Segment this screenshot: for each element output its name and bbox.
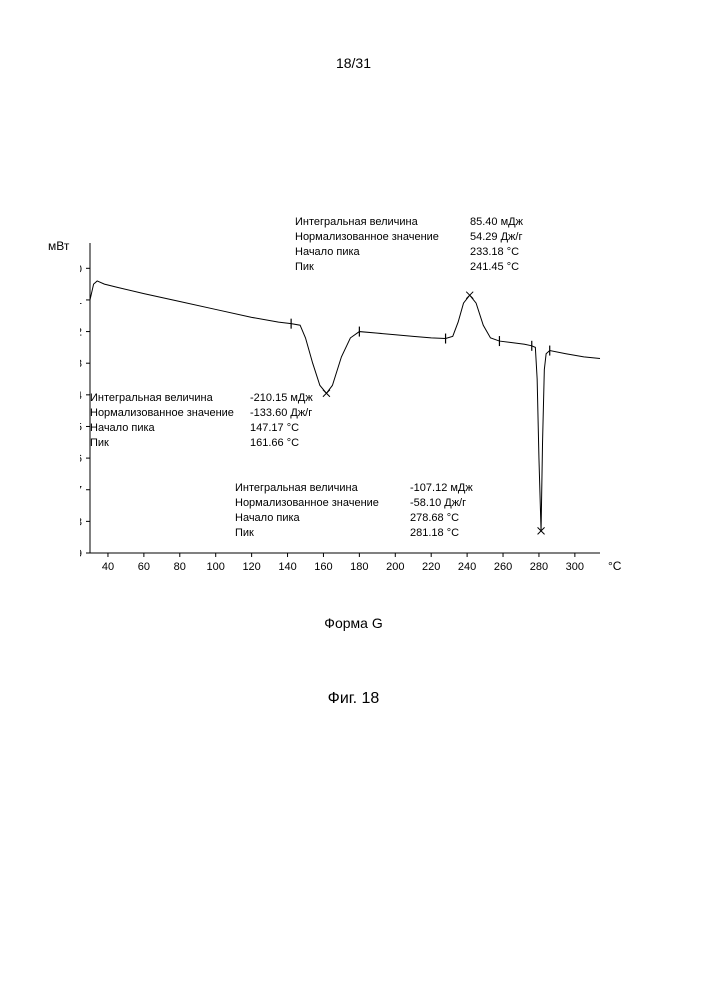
y-axis-unit: мВт bbox=[48, 239, 69, 253]
svg-text:120: 120 bbox=[242, 561, 260, 573]
annotation-label: Начало пика bbox=[235, 511, 410, 526]
svg-text:-4: -4 bbox=[80, 390, 82, 402]
annotation-row: Пик161.66 °C bbox=[90, 436, 313, 451]
annotation-row: Нормализованное значение-58.10 Дж/г bbox=[235, 496, 473, 511]
svg-text:260: 260 bbox=[494, 561, 512, 573]
annotation-value: 161.66 °C bbox=[250, 436, 299, 451]
svg-text:300: 300 bbox=[566, 561, 584, 573]
annotation-value: -107.12 мДж bbox=[410, 481, 473, 496]
annotation-label: Пик bbox=[90, 436, 250, 451]
annotation-value: 281.18 °C bbox=[410, 526, 459, 541]
svg-text:-7: -7 bbox=[80, 485, 82, 497]
annotation-row: Интегральная величина-107.12 мДж bbox=[235, 481, 473, 496]
annotation-value: 241.45 °C bbox=[470, 260, 519, 275]
annotation-peak-endo2: Интегральная величина-107.12 мДжНормализ… bbox=[235, 481, 473, 540]
annotation-peak-endo1: Интегральная величина-210.15 мДжНормализ… bbox=[90, 391, 313, 450]
svg-text:-9: -9 bbox=[80, 548, 82, 560]
svg-text:100: 100 bbox=[207, 561, 225, 573]
annotation-label: Интегральная величина bbox=[235, 481, 410, 496]
annotation-row: Пик281.18 °C bbox=[235, 526, 473, 541]
figure-label: Фиг. 18 bbox=[0, 690, 707, 708]
svg-text:220: 220 bbox=[422, 561, 440, 573]
annotation-row: Интегральная величина-210.15 мДж bbox=[90, 391, 313, 406]
svg-text:-6: -6 bbox=[80, 453, 82, 465]
dsc-chart: 0 -1 -2 -3 -4 -5 -6 -7 -8 -9 40 60 80 100 120 140 160 180… bbox=[80, 243, 630, 573]
form-label: Форма G bbox=[0, 615, 707, 631]
svg-text:60: 60 bbox=[138, 561, 150, 573]
svg-text:80: 80 bbox=[174, 561, 186, 573]
annotation-label: Интегральная величина bbox=[90, 391, 250, 406]
svg-text:180: 180 bbox=[350, 561, 368, 573]
svg-text:-2: -2 bbox=[80, 327, 82, 339]
annotation-label: Интегральная величина bbox=[295, 215, 470, 230]
annotation-row: Пик241.45 °C bbox=[295, 260, 523, 275]
annotation-value: 85.40 мДж bbox=[470, 215, 523, 230]
x-axis-unit: °C bbox=[608, 559, 621, 573]
svg-text:280: 280 bbox=[530, 561, 548, 573]
annotation-label: Начало пика bbox=[90, 421, 250, 436]
annotation-value: 54.29 Дж/г bbox=[470, 230, 522, 245]
svg-text:160: 160 bbox=[314, 561, 332, 573]
annotation-label: Начало пика bbox=[295, 245, 470, 260]
annotation-label: Нормализованное значение bbox=[295, 230, 470, 245]
annotation-value: -210.15 мДж bbox=[250, 391, 313, 406]
annotation-row: Нормализованное значение-133.60 Дж/г bbox=[90, 406, 313, 421]
annotation-row: Начало пика147.17 °C bbox=[90, 421, 313, 436]
annotation-value: -58.10 Дж/г bbox=[410, 496, 466, 511]
annotation-row: Интегральная величина85.40 мДж bbox=[295, 215, 523, 230]
page-number: 18/31 bbox=[0, 0, 707, 71]
annotation-row: Начало пика233.18 °C bbox=[295, 245, 523, 260]
annotation-value: 278.68 °C bbox=[410, 511, 459, 526]
svg-text:-3: -3 bbox=[80, 358, 82, 370]
annotation-label: Пик bbox=[295, 260, 470, 275]
annotation-label: Нормализованное значение bbox=[235, 496, 410, 511]
svg-text:0: 0 bbox=[80, 263, 82, 275]
svg-text:140: 140 bbox=[278, 561, 296, 573]
annotation-label: Пик bbox=[235, 526, 410, 541]
svg-text:-1: -1 bbox=[80, 295, 82, 307]
svg-text:200: 200 bbox=[386, 561, 404, 573]
svg-text:-8: -8 bbox=[80, 516, 82, 528]
annotation-value: 147.17 °C bbox=[250, 421, 299, 436]
svg-text:40: 40 bbox=[102, 561, 114, 573]
annotation-value: 233.18 °C bbox=[470, 245, 519, 260]
annotation-row: Нормализованное значение54.29 Дж/г bbox=[295, 230, 523, 245]
svg-text:-5: -5 bbox=[80, 421, 82, 433]
annotation-peak-exo: Интегральная величина85.40 мДжНормализов… bbox=[295, 215, 523, 274]
svg-text:240: 240 bbox=[458, 561, 476, 573]
annotation-row: Начало пика278.68 °C bbox=[235, 511, 473, 526]
annotation-label: Нормализованное значение bbox=[90, 406, 250, 421]
annotation-value: -133.60 Дж/г bbox=[250, 406, 312, 421]
